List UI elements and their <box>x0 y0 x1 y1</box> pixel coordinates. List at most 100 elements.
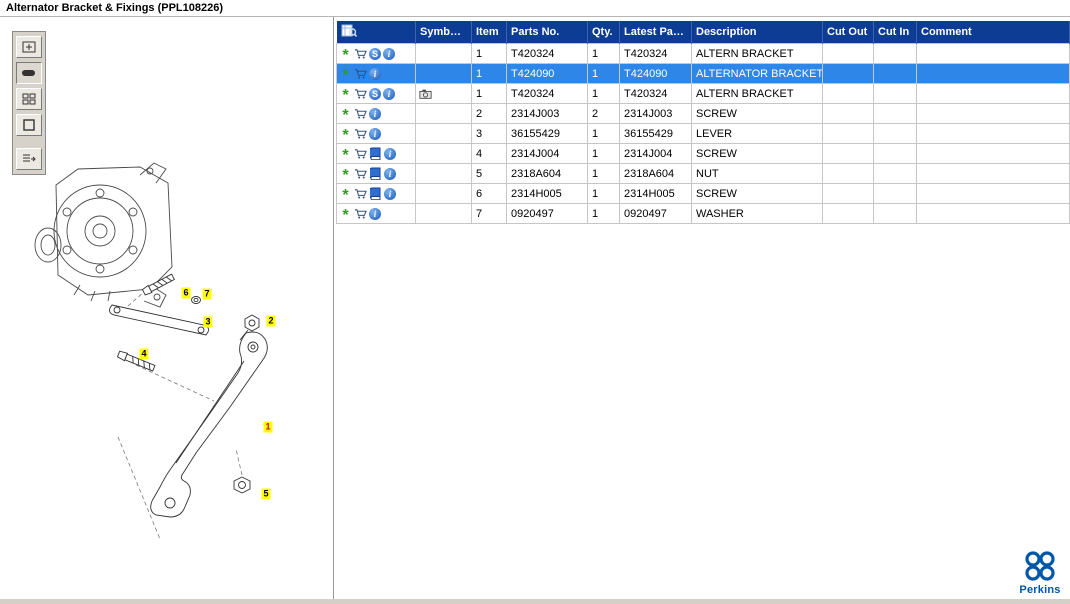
cell-parts-no[interactable]: T420324 <box>506 83 588 104</box>
cell-qty[interactable]: 1 <box>587 63 620 84</box>
cell-cut-in[interactable] <box>873 63 917 84</box>
info-icon[interactable]: i <box>369 127 381 140</box>
cart-icon[interactable] <box>354 47 367 60</box>
callout-5[interactable]: 5 <box>261 488 271 500</box>
table-row[interactable]: * i 4 2314J004 1 2314J004 SCREW <box>336 143 1070 164</box>
cell-description[interactable]: ALTERN BRACKET <box>691 43 823 64</box>
cell-comment[interactable] <box>916 163 1070 184</box>
cell-item[interactable]: 7 <box>471 203 507 224</box>
callout-2[interactable]: 2 <box>266 315 276 327</box>
gear-icon[interactable]: * <box>342 207 349 224</box>
cell-latest-part[interactable]: T420324 <box>619 83 692 104</box>
cell-comment[interactable] <box>916 43 1070 64</box>
column-header-comment[interactable]: Comment <box>916 21 1070 44</box>
cell-description[interactable]: ALTERNATOR BRACKET <box>691 63 823 84</box>
cell-latest-part[interactable]: 2318A604 <box>619 163 692 184</box>
column-header-qty[interactable]: Qty. <box>587 21 620 44</box>
cell-cut-in[interactable] <box>873 123 917 144</box>
cell-parts-no[interactable]: 36155429 <box>506 123 588 144</box>
cell-latest-part[interactable]: T420324 <box>619 43 692 64</box>
callout-6[interactable]: 6 <box>181 287 191 299</box>
cell-qty[interactable]: 1 <box>587 183 620 204</box>
info-icon[interactable]: i <box>384 147 396 160</box>
column-header-cut-out[interactable]: Cut Out <box>822 21 874 44</box>
column-header-symbols[interactable]: Symbol(s) <box>415 21 472 44</box>
cart-icon[interactable] <box>354 107 367 120</box>
cell-cut-out[interactable] <box>822 43 874 64</box>
cell-parts-no[interactable]: 0920497 <box>506 203 588 224</box>
column-header-parts-no[interactable]: Parts No. <box>506 21 588 44</box>
cell-qty[interactable]: 1 <box>587 123 620 144</box>
gear-icon[interactable]: * <box>342 187 349 204</box>
cell-cut-out[interactable] <box>822 163 874 184</box>
cell-description[interactable]: SCREW <box>691 183 823 204</box>
cell-cut-out[interactable] <box>822 103 874 124</box>
cell-comment[interactable] <box>916 83 1070 104</box>
gear-icon[interactable]: * <box>342 87 349 104</box>
cell-latest-part[interactable]: T424090 <box>619 63 692 84</box>
view-tiles-button[interactable] <box>16 88 42 110</box>
cell-cut-out[interactable] <box>822 123 874 144</box>
gear-icon[interactable]: * <box>342 147 349 164</box>
cell-latest-part[interactable]: 2314H005 <box>619 183 692 204</box>
cell-item[interactable]: 1 <box>471 83 507 104</box>
cell-cut-out[interactable] <box>822 203 874 224</box>
zoom-window-button[interactable] <box>16 114 42 136</box>
cell-item[interactable]: 5 <box>471 163 507 184</box>
cell-cut-out[interactable] <box>822 63 874 84</box>
cell-comment[interactable] <box>916 203 1070 224</box>
view-illustration-icon[interactable] <box>419 87 432 100</box>
cell-comment[interactable] <box>916 123 1070 144</box>
book-icon[interactable] <box>369 167 382 180</box>
cell-comment[interactable] <box>916 183 1070 204</box>
cell-cut-in[interactable] <box>873 43 917 64</box>
cell-qty[interactable]: 1 <box>587 163 620 184</box>
cell-parts-no[interactable]: 2314J003 <box>506 103 588 124</box>
gear-icon[interactable]: * <box>342 47 349 64</box>
cell-description[interactable]: SCREW <box>691 143 823 164</box>
cell-cut-out[interactable] <box>822 183 874 204</box>
callout-7[interactable]: 7 <box>202 288 212 300</box>
callout-3[interactable]: 3 <box>203 316 213 328</box>
cell-cut-in[interactable] <box>873 183 917 204</box>
table-row[interactable]: * i 6 2314H005 1 2314H005 SCREW <box>336 183 1070 204</box>
cell-parts-no[interactable]: 2314J004 <box>506 143 588 164</box>
table-row[interactable]: * i 2 2314J003 2 2314J003 SCREW <box>336 103 1070 124</box>
cell-latest-part[interactable]: 2314J003 <box>619 103 692 124</box>
cell-parts-no[interactable]: 2314H005 <box>506 183 588 204</box>
column-header-item[interactable]: Item <box>471 21 507 44</box>
cell-parts-no[interactable]: T420324 <box>506 43 588 64</box>
info-icon[interactable]: i <box>369 67 381 80</box>
info-icon[interactable]: i <box>369 107 381 120</box>
cell-cut-in[interactable] <box>873 163 917 184</box>
cell-qty[interactable]: 1 <box>587 143 620 164</box>
cart-icon[interactable] <box>354 147 367 160</box>
cell-description[interactable]: SCREW <box>691 103 823 124</box>
cart-icon[interactable] <box>354 127 367 140</box>
cell-item[interactable]: 1 <box>471 43 507 64</box>
cell-item[interactable]: 2 <box>471 103 507 124</box>
cell-description[interactable]: ALTERN BRACKET <box>691 83 823 104</box>
column-header-cut-in[interactable]: Cut In <box>873 21 917 44</box>
table-row[interactable]: * i 7 0920497 1 0920497 WASHER <box>336 203 1070 224</box>
s-icon[interactable]: S <box>369 87 381 100</box>
zoom-in-button[interactable] <box>16 36 42 58</box>
cell-parts-no[interactable]: 2318A604 <box>506 163 588 184</box>
cart-icon[interactable] <box>354 207 367 220</box>
cell-latest-part[interactable]: 0920497 <box>619 203 692 224</box>
info-icon[interactable]: i <box>384 187 396 200</box>
cell-latest-part[interactable]: 36155429 <box>619 123 692 144</box>
book-icon[interactable] <box>369 147 382 160</box>
cell-comment[interactable] <box>916 103 1070 124</box>
cell-qty[interactable]: 1 <box>587 43 620 64</box>
info-icon[interactable]: i <box>369 207 381 220</box>
column-header-actions[interactable] <box>336 21 416 44</box>
cell-cut-in[interactable] <box>873 83 917 104</box>
cell-comment[interactable] <box>916 63 1070 84</box>
cell-item[interactable]: 4 <box>471 143 507 164</box>
gear-icon[interactable]: * <box>342 127 349 144</box>
info-icon[interactable]: i <box>383 47 395 60</box>
callout-4[interactable]: 4 <box>139 348 149 360</box>
